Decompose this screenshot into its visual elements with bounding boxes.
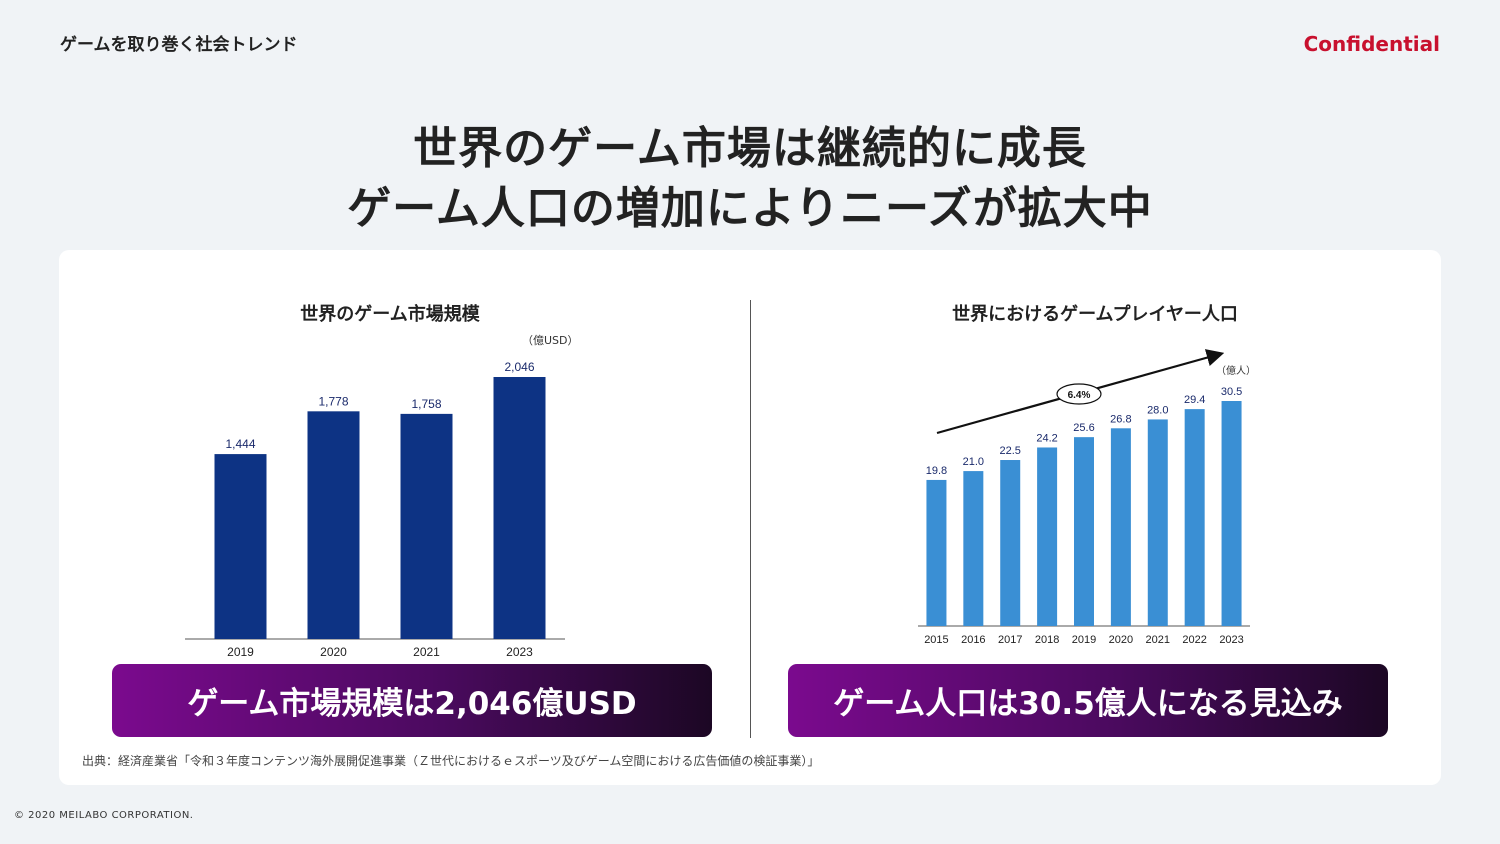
- tick-label-2023: 2023: [506, 645, 533, 659]
- tick-label-2019: 2019: [227, 645, 254, 659]
- data-label-2018: 24.2: [1036, 432, 1057, 444]
- tick-label-2020: 2020: [1109, 634, 1133, 646]
- bar-2023: [493, 377, 546, 639]
- tick-label-2015: 2015: [924, 634, 948, 646]
- confidential-label: Confidential: [1303, 32, 1440, 56]
- players-chart-title: 世界におけるゲームプレイヤー人口: [952, 304, 1238, 325]
- data-label-2019: 25.6: [1073, 422, 1094, 434]
- bar-2018: [1037, 447, 1058, 626]
- data-label-2021: 28.0: [1147, 404, 1168, 416]
- data-label-2017: 22.5: [1000, 445, 1021, 457]
- growth-rate-label: 6.4%: [1068, 390, 1091, 401]
- bar-2019: [1074, 437, 1094, 626]
- data-label-2015: 19.8: [926, 465, 947, 477]
- market-chart-unit: （億USD）: [522, 334, 579, 347]
- source-note: 出典：経済産業省「令和３年度コンテンツ海外展開促進事業（Ｚ世代におけるｅスポーツ…: [82, 754, 820, 768]
- growth-rate-badge: [1056, 383, 1102, 405]
- tick-label-2022: 2022: [1182, 634, 1206, 646]
- tick-label-2016: 2016: [961, 634, 985, 646]
- headline-line-2: ゲーム人口の増加によりニーズが拡大中: [347, 183, 1153, 234]
- data-label-2020: 26.8: [1110, 413, 1131, 425]
- bar-2021: [1147, 419, 1168, 626]
- players-chart-unit: （億人）: [1216, 366, 1256, 377]
- tick-label-2018: 2018: [1035, 634, 1059, 646]
- section-label: ゲームを取り巻く社会トレンド: [60, 35, 298, 55]
- headline-line-1: 世界のゲーム市場は継続的に成長: [413, 123, 1087, 174]
- player-population-banner: ゲーム人口は30.5億人になる見込み: [788, 664, 1388, 737]
- bar-2019: [214, 454, 267, 639]
- bar-2020: [1110, 428, 1131, 626]
- tick-label-2020: 2020: [320, 645, 347, 659]
- data-label-2023: 2,046: [504, 360, 534, 374]
- bar-2023: [1221, 401, 1242, 626]
- tick-label-2023: 2023: [1219, 634, 1243, 646]
- bar-2017: [1000, 460, 1021, 626]
- chart-divider: [750, 300, 751, 738]
- bar-2021: [400, 413, 453, 639]
- tick-label-2021: 2021: [413, 645, 440, 659]
- market-size-banner: ゲーム市場規模は2,046億USD: [112, 664, 712, 737]
- data-label-2022: 29.4: [1184, 394, 1205, 406]
- bar-2022: [1184, 409, 1205, 626]
- data-label-2020: 1,778: [318, 394, 348, 408]
- bar-2020: [307, 411, 360, 639]
- tick-label-2019: 2019: [1072, 634, 1096, 646]
- data-label-2019: 1,444: [225, 437, 255, 451]
- bar-2015: [926, 479, 947, 626]
- data-label-2021: 1,758: [411, 397, 441, 411]
- data-label-2016: 21.0: [963, 456, 984, 468]
- bar-2016: [963, 471, 984, 626]
- market-chart-title: 世界のゲーム市場規模: [300, 304, 480, 325]
- tick-label-2021: 2021: [1146, 634, 1170, 646]
- data-label-2023: 30.5: [1221, 386, 1242, 398]
- copyright-footer: © 2020 MEILABO CORPORATION.: [14, 810, 194, 821]
- tick-label-2017: 2017: [998, 634, 1022, 646]
